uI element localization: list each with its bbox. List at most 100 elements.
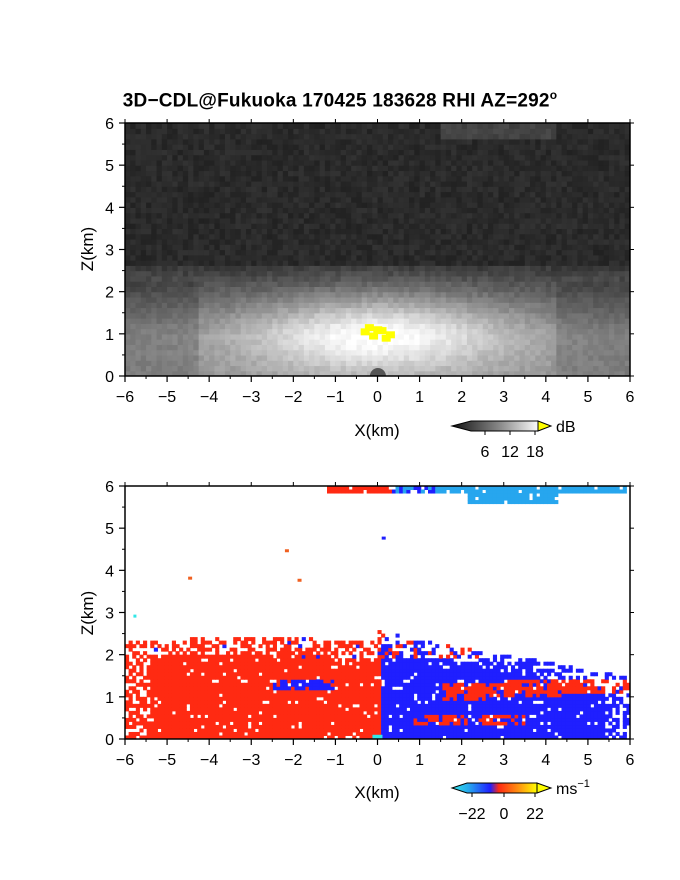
reflectivity-cell — [593, 212, 600, 219]
reflectivity-cell — [561, 186, 568, 193]
velocity-cell — [128, 661, 133, 666]
reflectivity-cell — [156, 328, 163, 335]
reflectivity-cell — [482, 238, 489, 245]
velocity-cell — [168, 710, 173, 715]
reflectivity-cell — [409, 333, 415, 340]
reflectivity-cell — [603, 165, 610, 172]
reflectivity-cell — [514, 302, 521, 309]
reflectivity-cell — [440, 349, 447, 356]
reflectivity-cell — [493, 123, 500, 129]
reflectivity-cell — [172, 244, 179, 251]
reflectivity-cell — [414, 302, 421, 309]
reflectivity-cell — [551, 228, 557, 235]
reflectivity-cell — [456, 254, 463, 261]
reflectivity-cell — [172, 323, 179, 330]
reflectivity-cell — [414, 307, 421, 314]
reflectivity-cell — [566, 191, 573, 198]
reflectivity-cell — [603, 138, 610, 145]
velocity-cell — [132, 679, 137, 684]
reflectivity-cell — [330, 270, 337, 277]
reflectivity-cell — [551, 212, 557, 219]
reflectivity-cell — [593, 275, 600, 282]
reflectivity-cell — [424, 228, 431, 235]
reflectivity-cell — [493, 249, 500, 256]
reflectivity-cell — [430, 159, 436, 166]
reflectivity-cell — [130, 296, 137, 303]
reflectivity-cell — [519, 170, 526, 177]
reflectivity-cell — [419, 302, 426, 309]
reflectivity-cell — [456, 175, 463, 182]
velocity-cell — [146, 668, 151, 673]
reflectivity-cell — [514, 354, 521, 361]
reflectivity-cell — [577, 196, 584, 203]
reflectivity-cell — [224, 196, 231, 203]
reflectivity-cell — [493, 302, 500, 309]
reflectivity-cell — [535, 312, 542, 319]
reflectivity-cell — [188, 128, 194, 135]
reflectivity-cell — [582, 291, 589, 298]
reflectivity-cell — [288, 228, 294, 235]
reflectivity-cell — [393, 339, 400, 345]
reflectivity-cell — [198, 154, 205, 161]
reflectivity-cell — [619, 154, 626, 161]
reflectivity-cell — [240, 270, 247, 277]
reflectivity-cell — [372, 144, 379, 150]
reflectivity-cell — [182, 196, 189, 203]
reflectivity-cell — [288, 128, 294, 135]
reflectivity-cell — [577, 360, 584, 367]
reflectivity-cell — [477, 339, 484, 345]
reflectivity-cell — [419, 312, 426, 319]
reflectivity-cell — [293, 133, 300, 140]
reflectivity-cell — [561, 207, 568, 214]
velocity-cell — [171, 696, 176, 701]
reflectivity-cell — [598, 212, 605, 219]
reflectivity-cell — [130, 360, 137, 367]
reflectivity-cell — [514, 244, 521, 251]
reflectivity-cell — [577, 180, 584, 187]
reflectivity-cell — [298, 328, 305, 335]
reflectivity-cell — [351, 275, 358, 282]
reflectivity-cell — [598, 123, 605, 129]
reflectivity-cell — [482, 149, 489, 156]
reflectivity-cell — [314, 228, 321, 235]
reflectivity-cell — [319, 133, 326, 140]
reflectivity-cell — [514, 286, 521, 293]
reflectivity-cell — [335, 228, 342, 235]
reflectivity-cell — [293, 207, 300, 214]
reflectivity-cell — [540, 370, 547, 376]
reflectivity-cell — [135, 281, 142, 287]
reflectivity-cell — [146, 275, 152, 282]
reflectivity-cell — [377, 212, 384, 219]
reflectivity-cell — [409, 138, 415, 145]
reflectivity-cell — [445, 260, 452, 266]
reflectivity-cell — [493, 238, 500, 245]
reflectivity-cell — [140, 307, 147, 314]
reflectivity-cell — [125, 244, 131, 251]
reflectivity-cell — [345, 275, 352, 282]
reflectivity-cell — [503, 291, 510, 298]
reflectivity-cell — [461, 191, 468, 198]
reflectivity-cell — [388, 260, 394, 266]
reflectivity-cell — [572, 180, 578, 187]
reflectivity-cell — [293, 186, 300, 193]
reflectivity-cell — [440, 296, 447, 303]
reflectivity-cell — [156, 370, 163, 376]
reflectivity-cell — [587, 212, 594, 219]
reflectivity-cell — [293, 265, 300, 272]
reflectivity-cell — [161, 138, 168, 145]
reflectivity-cell — [487, 186, 494, 193]
velocity-cell — [146, 672, 151, 677]
reflectivity-cell — [193, 265, 200, 272]
reflectivity-cell — [356, 202, 363, 208]
reflectivity-cell — [430, 281, 436, 287]
reflectivity-cell — [619, 223, 626, 230]
reflectivity-cell — [261, 191, 268, 198]
reflectivity-cell — [366, 186, 373, 193]
reflectivity-cell — [272, 307, 279, 314]
reflectivity-cell — [125, 291, 131, 298]
reflectivity-cell — [335, 149, 342, 156]
reflectivity-cell — [209, 154, 216, 161]
reflectivity-cell — [493, 175, 500, 182]
reflectivity-cell — [398, 159, 405, 166]
reflectivity-cell — [193, 281, 200, 287]
